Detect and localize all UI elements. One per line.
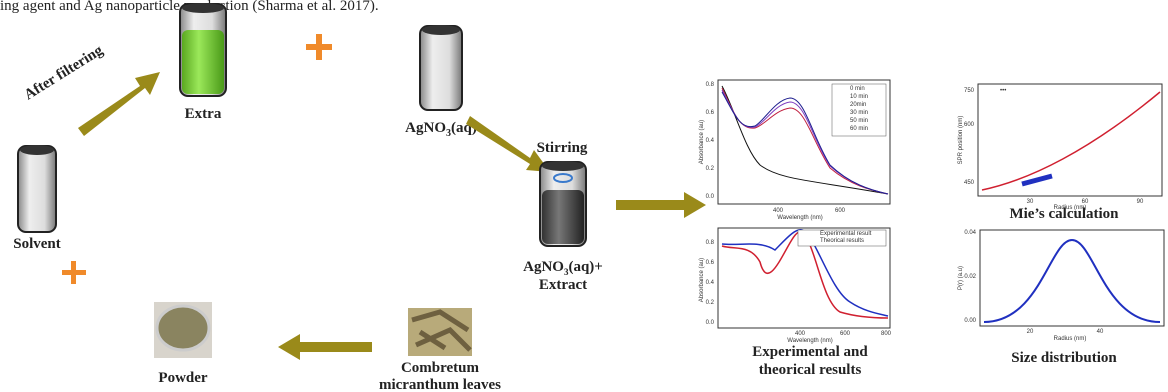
- arrow: [278, 334, 372, 360]
- size-panel: 0.04 0.02 0.00 20 40 Radius (nm) P(r) (a…: [958, 229, 1165, 342]
- tick-label: 750: [964, 88, 975, 94]
- legend-label: Experimental result: [820, 231, 872, 237]
- uv-panel: 0 min 10 min 20min 30 min 50 min 60 min …: [699, 79, 891, 221]
- tick-label: 600: [835, 208, 846, 214]
- mie-panel: ••• 750 600 450 30 60 90 Radius (nm) SPR…: [958, 83, 1163, 211]
- experimental-label: Experimental and: [752, 344, 868, 360]
- leaves-label: micranthum leaves: [379, 377, 501, 392]
- filter-label: After filtering: [22, 42, 107, 103]
- tick-label: 0.4: [706, 138, 715, 144]
- legend-label: 30 min: [850, 110, 868, 116]
- size-label: Size distribution: [1011, 350, 1117, 366]
- mixture-label: Extract: [539, 277, 587, 293]
- axis-title: SPR position (nm): [958, 116, 964, 165]
- axis-title: P(r) (a.u): [958, 266, 964, 290]
- silver-nitrate-label: AgNO3(aq): [405, 120, 477, 139]
- extract-vial: [179, 3, 227, 97]
- extract-label: Extra: [185, 106, 222, 122]
- tick-label: 0.4: [706, 280, 715, 286]
- axis-title: Absorbance (au): [699, 258, 705, 302]
- tick-label: 30: [1027, 199, 1034, 205]
- axis-title: Wavelength (nm): [777, 215, 822, 221]
- tick-label: 0.8: [706, 240, 715, 246]
- tick-label: 0.0: [706, 194, 715, 200]
- silver-nitrate-vial: [419, 25, 463, 111]
- stirring-label: Stirring: [537, 140, 588, 156]
- plus: [62, 261, 86, 284]
- tick-label: 0.04: [964, 230, 976, 236]
- arrow: [466, 116, 550, 172]
- tick-label: 450: [964, 180, 975, 186]
- leaves-image: [408, 308, 472, 356]
- tick-label: 800: [881, 331, 892, 337]
- tick-label: 0.2: [706, 166, 715, 172]
- tick-label: 0.2: [706, 300, 715, 306]
- axis-title: Radius (nm): [1054, 336, 1087, 342]
- tick-label: 0.0: [706, 320, 715, 326]
- tick-label: 0.6: [706, 260, 715, 266]
- tick-label: 400: [773, 208, 784, 214]
- legend-label: 0 min: [850, 86, 865, 92]
- powder-label: Powder: [158, 370, 207, 386]
- powder-image: [154, 302, 212, 358]
- tick-label: 40: [1097, 329, 1104, 335]
- leaves-label: Combretum: [401, 360, 480, 376]
- tick-label: 600: [964, 122, 975, 128]
- tick-label: 60: [1082, 199, 1089, 205]
- tick-label: 0.6: [706, 110, 715, 116]
- tick-label: 600: [840, 331, 851, 337]
- tick-label: 0.8: [706, 82, 715, 88]
- legend-label: Theorical results: [820, 238, 864, 244]
- experimental-panel: Experimental result Theorical results 0.…: [699, 227, 892, 344]
- tick-label: 0.00: [964, 318, 976, 324]
- solvent-label: Solvent: [13, 236, 61, 252]
- legend-label: 60 min: [850, 126, 868, 132]
- tick-label: 90: [1137, 199, 1144, 205]
- legend-label: 10 min: [850, 94, 868, 100]
- experimental-label: theorical results: [759, 362, 862, 378]
- plus: [306, 34, 332, 60]
- axis-title: Absorbance (au): [699, 120, 705, 164]
- legend-label: 20min: [850, 102, 866, 108]
- solvent-vial: [17, 145, 57, 233]
- arrow: [78, 72, 160, 136]
- mixture-vial: [539, 161, 587, 247]
- tick-label: 20: [1027, 329, 1034, 335]
- legend-label: 50 min: [850, 118, 868, 124]
- tick-label: 400: [795, 331, 806, 337]
- axis-title: Radius (nm): [1054, 205, 1087, 211]
- axis-title: Wavelength (nm): [787, 338, 832, 344]
- arrow: [616, 192, 706, 218]
- legend-label: •••: [1000, 88, 1006, 94]
- mie-label: Mie’s calculation: [1009, 206, 1119, 222]
- tick-label: 0.02: [964, 274, 976, 280]
- mixture-label: AgNO3(aq)+: [523, 259, 603, 277]
